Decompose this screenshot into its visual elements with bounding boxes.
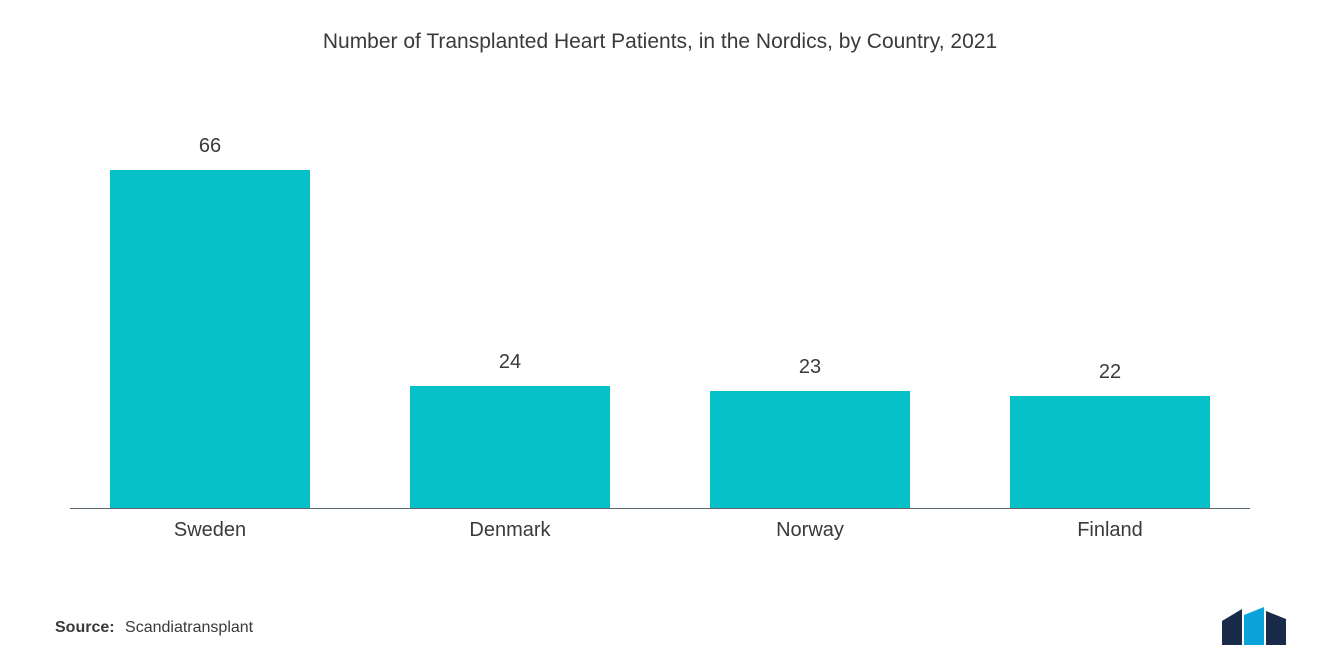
bar-slot: 23 (660, 356, 960, 509)
source-text: Scandiatransplant (125, 619, 253, 636)
bar-sweden (110, 170, 310, 509)
bar-slot: 22 (960, 361, 1260, 509)
bar-value-label: 23 (799, 356, 821, 379)
bar-finland (1010, 396, 1210, 509)
bar-slot: 66 (60, 135, 360, 509)
source-attribution: Source: Scandiatransplant (55, 619, 253, 637)
bar-norway (710, 391, 910, 509)
chart-plot-area: 66 24 23 22 Sweden Denmark Norway Finlan… (60, 114, 1260, 554)
x-axis-label: Finland (960, 519, 1260, 542)
chart-title: Number of Transplanted Heart Patients, i… (0, 0, 1320, 64)
brand-logo-icon (1220, 607, 1290, 647)
x-axis-label: Norway (660, 519, 960, 542)
bar-value-label: 66 (199, 135, 221, 158)
bar-denmark (410, 386, 610, 509)
x-axis-label: Denmark (360, 519, 660, 542)
source-label: Source: (55, 619, 115, 636)
bar-value-label: 22 (1099, 361, 1121, 384)
bars-container: 66 24 23 22 (60, 149, 1260, 509)
bar-value-label: 24 (499, 351, 521, 374)
bar-slot: 24 (360, 351, 660, 509)
x-labels-container: Sweden Denmark Norway Finland (60, 509, 1260, 554)
x-axis-label: Sweden (60, 519, 360, 542)
